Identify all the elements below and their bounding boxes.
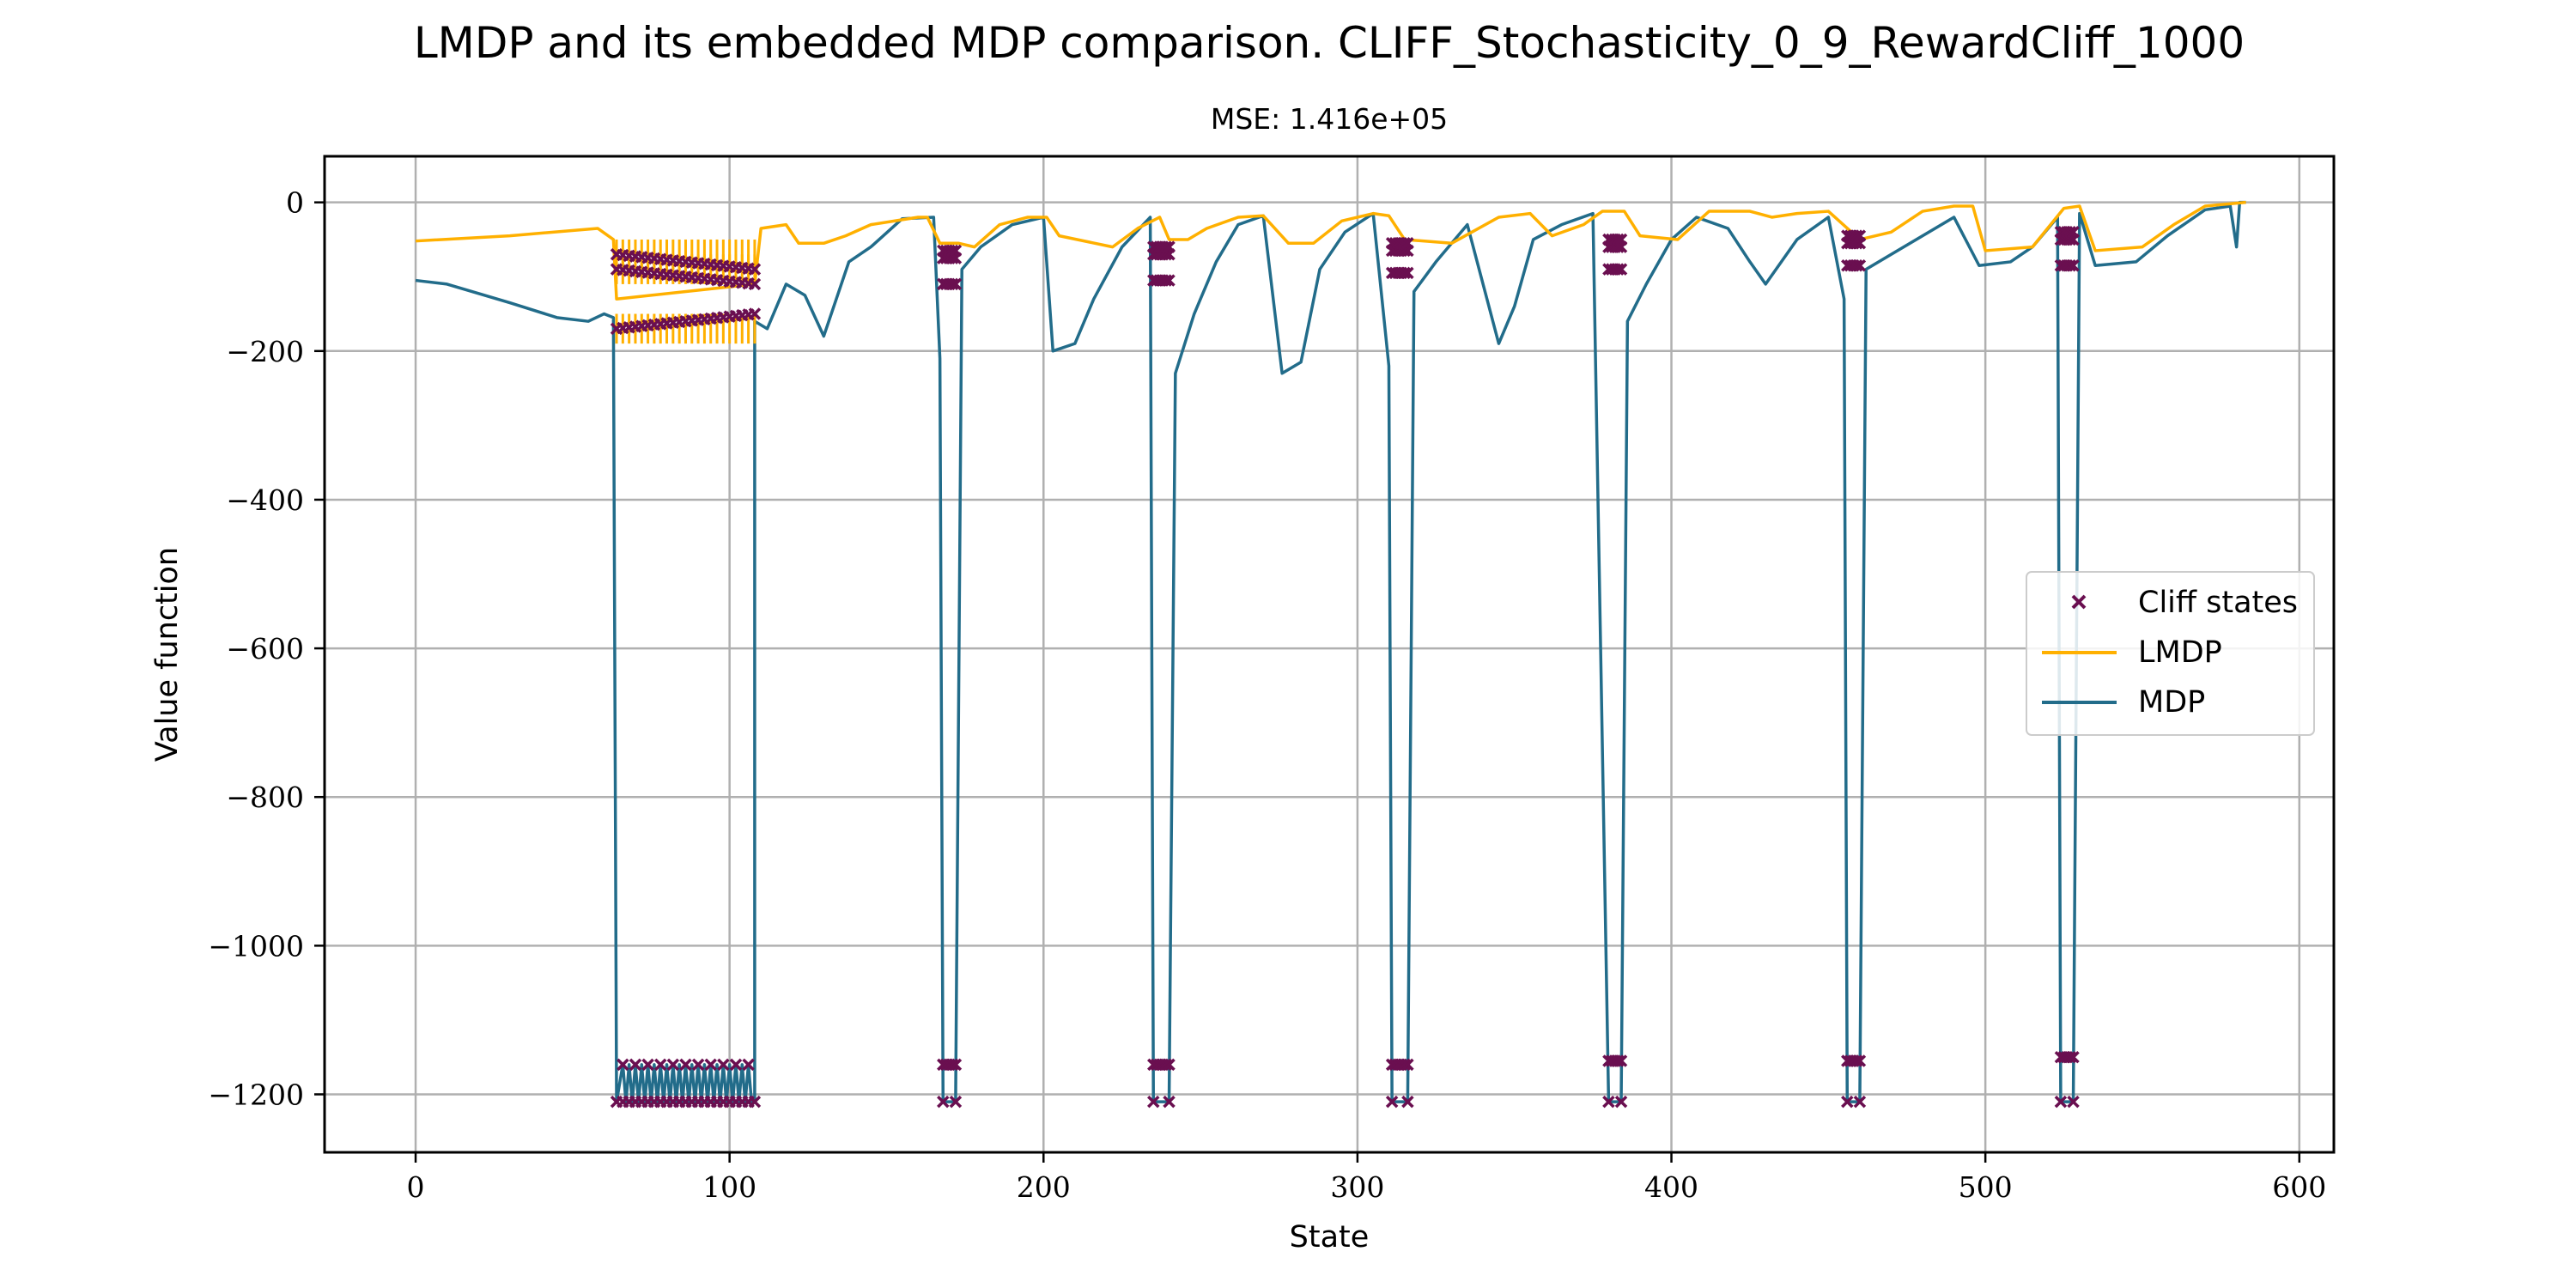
legend-cliff-x	[2071, 594, 2087, 610]
cliff-state-marker	[1614, 1054, 1628, 1067]
cliff-state-marker	[1163, 1058, 1176, 1072]
mdp-series	[415, 200, 2246, 1103]
legend-lmdp-label: LMDP	[2138, 635, 2222, 670]
x-tick-label: 500	[1959, 1170, 2013, 1204]
legend: Cliff states LMDP MDP	[2026, 571, 2315, 736]
cliff-state-marker	[691, 1058, 705, 1072]
cliff-state-marker	[1612, 233, 1625, 246]
cliff-state-marker	[629, 1058, 642, 1072]
cliff-state-marker	[748, 1095, 762, 1109]
cliff-state-marker	[1614, 233, 1628, 246]
y-tick-label: −1000	[208, 929, 304, 963]
y-axis-label: Value function	[150, 547, 185, 762]
chart-title: LMDP and its embedded MDP comparison. CL…	[414, 18, 2245, 68]
x-axis-label: State	[1290, 1220, 1370, 1255]
cliff-state-marker	[617, 1058, 629, 1072]
cliff-state-marker	[1853, 1095, 1867, 1109]
cliff-state-marker	[704, 1058, 717, 1072]
y-tick-label: −800	[226, 781, 304, 814]
cliff-state-marker	[1163, 274, 1176, 287]
cliff-state-marker	[1398, 1058, 1411, 1072]
cliff-state-marker	[1841, 1095, 1854, 1109]
cliff-states-series	[610, 226, 2080, 1109]
cliff-state-marker	[1147, 1095, 1160, 1109]
x-tick-label: 0	[407, 1170, 425, 1204]
lmdp-line	[415, 200, 2246, 301]
cliff-state-marker	[1602, 1095, 1615, 1109]
cliff-state-marker	[2067, 226, 2080, 239]
cliff-state-marker	[1853, 259, 1867, 272]
cliff-state-marker	[946, 1058, 959, 1072]
plot-frame	[323, 155, 2336, 1154]
cliff-state-marker	[2063, 1050, 2077, 1064]
cliff-state-marker	[717, 1058, 730, 1072]
x-tick-label: 200	[1017, 1170, 1071, 1204]
y-tick-label: −200	[226, 335, 304, 368]
y-tick-label: −1200	[208, 1078, 304, 1111]
cliff-state-marker	[1398, 266, 1411, 280]
cliff-state-marker	[666, 1058, 680, 1072]
cliff-state-marker	[1614, 1095, 1628, 1109]
cliff-state-marker	[653, 1058, 667, 1072]
chart-subtitle: MSE: 1.416e+05	[1211, 102, 1448, 136]
cliff-state-marker	[1163, 240, 1176, 253]
y-axis-ticks: 0 −200 −400 −600 −800 −1000 −1200	[208, 186, 325, 1111]
x-tick-label: 600	[2272, 1170, 2326, 1204]
cliff-state-marker	[2067, 1095, 2080, 1109]
cliff-state-marker	[949, 1095, 963, 1109]
cliff-state-marker	[1612, 1054, 1625, 1067]
cliff-state-marker	[1401, 1058, 1414, 1072]
x-axis-ticks: 0 100 200 300 400 500 600	[407, 1152, 2326, 1204]
y-tick-label: 0	[286, 186, 304, 220]
cliff-state-marker	[748, 277, 762, 291]
cliff-state-marker	[1614, 263, 1628, 276]
cliff-state-marker	[641, 1058, 654, 1072]
cliff-state-marker	[1159, 240, 1173, 253]
legend-cliff-marker	[2071, 594, 2087, 610]
cliff-state-marker	[1850, 229, 1863, 242]
y-tick-label: −600	[226, 632, 304, 665]
cliff-state-marker	[949, 1058, 963, 1072]
cliff-state-marker	[1612, 263, 1625, 276]
cliff-state-marker	[1401, 266, 1414, 280]
cliff-state-marker	[2063, 259, 2077, 272]
cliff-state-marker	[949, 277, 963, 291]
x-tick-label: 300	[1330, 1170, 1384, 1204]
cliff-state-marker	[1853, 1054, 1867, 1067]
cliff-state-marker	[1850, 259, 1863, 272]
cliff-state-marker	[729, 1058, 743, 1072]
cliff-state-marker	[1159, 274, 1173, 287]
cliff-state-marker	[1401, 1095, 1414, 1109]
cliff-state-marker	[1401, 237, 1414, 250]
mdp-line	[415, 200, 2246, 1103]
legend-mdp-label: MDP	[2138, 685, 2205, 720]
cliff-state-marker	[2063, 226, 2077, 239]
cliff-state-marker	[1850, 1054, 1863, 1067]
legend-cliff-label: Cliff states	[2138, 586, 2298, 620]
cliff-state-marker	[937, 1095, 950, 1109]
cliff-state-marker	[748, 263, 762, 276]
legend-box	[2026, 571, 2315, 736]
cliff-state-marker	[949, 244, 963, 258]
x-tick-label: 100	[702, 1170, 756, 1204]
cliff-state-marker	[679, 1058, 692, 1072]
cliff-state-marker	[1853, 229, 1867, 242]
x-tick-label: 400	[1644, 1170, 1698, 1204]
cliff-state-marker	[1385, 1095, 1399, 1109]
grid	[325, 156, 2334, 1152]
cliff-state-marker	[1398, 237, 1411, 250]
cliff-state-marker	[748, 307, 762, 320]
cliff-state-marker	[2067, 1050, 2080, 1064]
cliff-state-marker	[1159, 1058, 1173, 1072]
cliff-state-marker	[946, 244, 959, 258]
cliff-state-marker	[2054, 1095, 2068, 1109]
cliff-state-marker	[1163, 1095, 1176, 1109]
cliff-state-marker	[946, 277, 959, 291]
y-tick-label: −400	[226, 483, 304, 517]
cliff-state-marker	[2067, 259, 2080, 272]
cliff-state-marker	[742, 1058, 755, 1072]
